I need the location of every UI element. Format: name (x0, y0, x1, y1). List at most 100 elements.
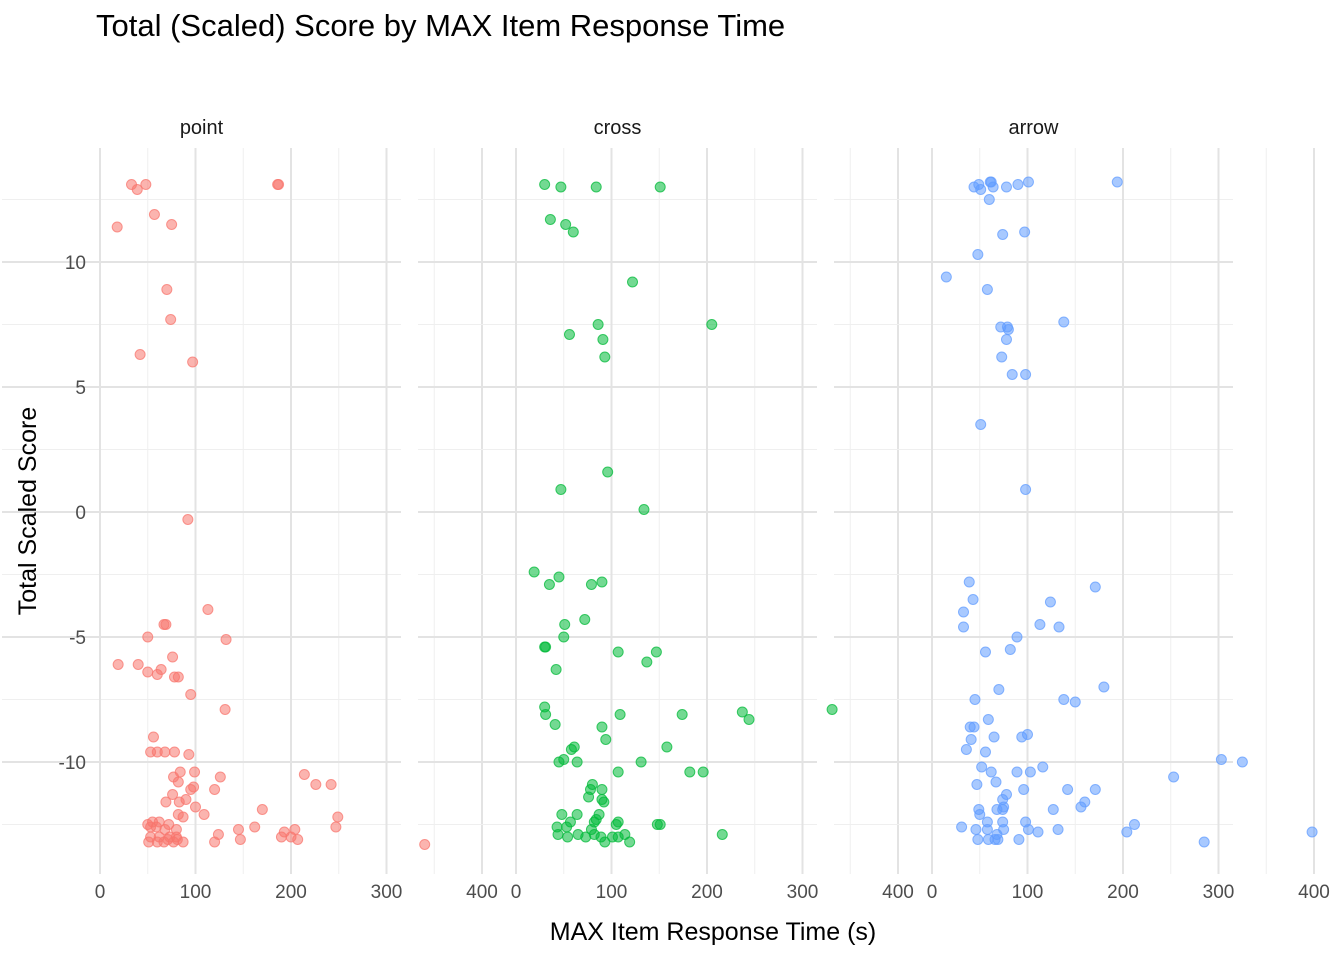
data-point-cross (736, 706, 748, 718)
data-point-point (214, 771, 226, 783)
data-point-point (132, 659, 144, 670)
data-point-cross (555, 181, 567, 193)
data-point-cross (528, 566, 540, 578)
data-point-cross (612, 646, 624, 658)
data-point-cross (614, 709, 626, 720)
x-tick-label: 300 (371, 882, 403, 903)
x-tick-label: 0 (95, 882, 106, 903)
data-point-cross (602, 466, 614, 478)
x-tick-label: 0 (511, 882, 522, 903)
data-point-arrow (958, 606, 970, 618)
data-point-arrow (956, 821, 968, 833)
data-point-arrow (996, 351, 1008, 363)
data-point-arrow (975, 419, 987, 430)
data-point-arrow (1020, 369, 1032, 380)
data-point-cross (563, 329, 575, 340)
data-point-point (161, 284, 173, 295)
data-point-point (189, 766, 201, 778)
data-point-cross (539, 179, 551, 190)
data-point-arrow (1089, 784, 1101, 795)
data-point-arrow (1215, 754, 1227, 765)
data-point-cross (540, 641, 552, 653)
data-point-cross (553, 756, 565, 768)
x-tick-label: 300 (787, 882, 819, 903)
data-point-cross (641, 656, 653, 668)
data-point-point (177, 836, 189, 848)
data-point-arrow (979, 746, 991, 758)
data-point-cross (826, 704, 838, 715)
data-point-arrow (971, 779, 983, 790)
data-point-point (155, 664, 167, 675)
data-point-arrow (1058, 316, 1070, 328)
data-point-arrow (970, 824, 982, 835)
data-point-arrow (1011, 766, 1023, 778)
data-point-point (419, 839, 431, 850)
data-point-arrow (1044, 596, 1056, 608)
y-axis-title: Total Scaled Score (14, 407, 42, 615)
data-point-arrow (1022, 824, 1034, 835)
data-point-cross (624, 836, 636, 848)
data-point-point (177, 811, 189, 823)
chart-title: Total (Scaled) Score by MAX Item Respons… (96, 8, 786, 43)
x-tick-label: 100 (596, 882, 628, 903)
data-point-point (111, 221, 123, 233)
data-point-arrow (981, 284, 993, 295)
data-point-cross (627, 276, 639, 288)
data-point-arrow (1168, 771, 1180, 783)
data-point-arrow (1000, 181, 1012, 193)
data-point-point (182, 514, 194, 525)
y-tick-label: 0 (75, 503, 86, 524)
data-point-cross (585, 579, 597, 590)
data-point-point (142, 666, 154, 678)
data-point-cross (579, 614, 591, 625)
data-point-cross (635, 756, 647, 768)
data-point-arrow (979, 646, 991, 658)
data-point-point (172, 671, 184, 683)
x-tick-label: 300 (1203, 882, 1235, 903)
data-point-point (131, 184, 143, 195)
data-point-cross (612, 831, 624, 843)
data-point-cross (596, 784, 608, 795)
data-point-arrow (997, 229, 1009, 240)
x-tick-label: 200 (275, 882, 307, 903)
data-point-cross (600, 734, 612, 745)
data-point-cross (560, 219, 572, 230)
data-point-cross (654, 819, 666, 830)
data-point-cross (580, 831, 592, 843)
data-point-cross (561, 821, 573, 833)
data-point-arrow (960, 744, 972, 755)
data-point-arrow (1000, 334, 1012, 345)
data-point-arrow (972, 249, 984, 260)
data-point-point (134, 349, 146, 360)
data-point-point (167, 789, 179, 800)
data-point-point (325, 779, 337, 790)
data-point-arrow (972, 834, 984, 845)
data-point-arrow (963, 576, 975, 588)
data-point-cross (544, 214, 556, 225)
data-point-arrow (1019, 226, 1031, 238)
data-point-point (219, 704, 231, 715)
data-point-arrow (987, 181, 999, 193)
data-point-point (140, 179, 152, 190)
data-point-cross (598, 796, 610, 808)
data-point-arrow (1198, 836, 1210, 848)
x-tick-label: 100 (1012, 882, 1044, 903)
data-point-arrow (1062, 784, 1074, 795)
data-point-cross (596, 576, 608, 588)
data-point-point (160, 796, 172, 808)
data-point-point (234, 834, 246, 845)
x-tick-label: 200 (1107, 882, 1139, 903)
data-point-cross (697, 766, 709, 778)
x-tick-label: 400 (1298, 882, 1330, 903)
data-point-arrow (1022, 729, 1033, 740)
facet-label-point: point (180, 117, 224, 139)
data-point-arrow (1075, 801, 1087, 813)
data-point-cross (550, 664, 562, 675)
data-point-arrow (967, 594, 979, 605)
data-point-arrow (1052, 824, 1064, 835)
data-point-arrow (982, 714, 994, 725)
data-point-point (292, 834, 304, 845)
data-point-cross (556, 809, 568, 820)
